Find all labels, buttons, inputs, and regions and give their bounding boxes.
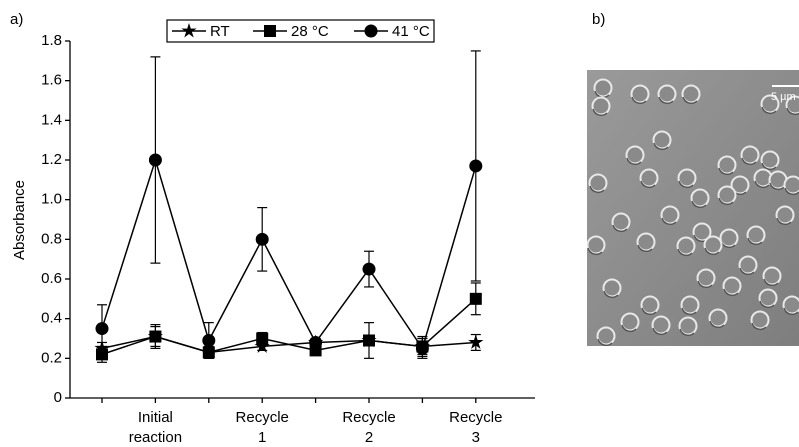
micrograph: 5 µm bbox=[587, 70, 799, 346]
marker bbox=[309, 336, 322, 349]
marker bbox=[256, 333, 268, 345]
y-tick-label: 1.0 bbox=[41, 191, 62, 208]
series-line bbox=[102, 160, 476, 348]
y-tick-label: 0.4 bbox=[41, 310, 62, 327]
y-tick-label: 1.2 bbox=[41, 151, 62, 168]
legend-marker bbox=[264, 25, 276, 37]
y-tick-label: 0.8 bbox=[41, 230, 62, 247]
marker bbox=[96, 322, 109, 335]
marker bbox=[469, 159, 482, 172]
y-tick-label: 0.6 bbox=[41, 270, 62, 287]
marker bbox=[363, 263, 376, 276]
figure: a) b) Absorbance 5 µm 0 0.2 0.4 0.6 0.8 1.0 1.… bbox=[0, 0, 799, 447]
y-axis-label: Absorbance bbox=[11, 180, 28, 260]
y-tick-label: 0.2 bbox=[41, 349, 62, 366]
marker bbox=[149, 331, 161, 343]
y-tick-label: 0 bbox=[54, 389, 62, 406]
marker bbox=[256, 233, 269, 246]
scale-bar-label: 5 µm bbox=[771, 91, 796, 103]
marker bbox=[149, 154, 162, 167]
y-tick-label: 1.4 bbox=[41, 111, 62, 128]
legend-label: 41 °C bbox=[392, 23, 430, 40]
marker bbox=[416, 342, 429, 355]
legend-label: 28 °C bbox=[291, 23, 329, 40]
x-tick-label: Recycle1 bbox=[236, 409, 289, 446]
panel-label: b) bbox=[592, 11, 605, 28]
y-tick-label: 1.8 bbox=[41, 32, 62, 49]
legend-label: RT bbox=[210, 23, 230, 40]
panel-label: a) bbox=[10, 11, 23, 28]
marker bbox=[202, 334, 215, 347]
y-tick-label: 1.6 bbox=[41, 72, 62, 89]
marker bbox=[363, 334, 375, 346]
legend-marker bbox=[365, 25, 378, 38]
marker bbox=[470, 293, 482, 305]
